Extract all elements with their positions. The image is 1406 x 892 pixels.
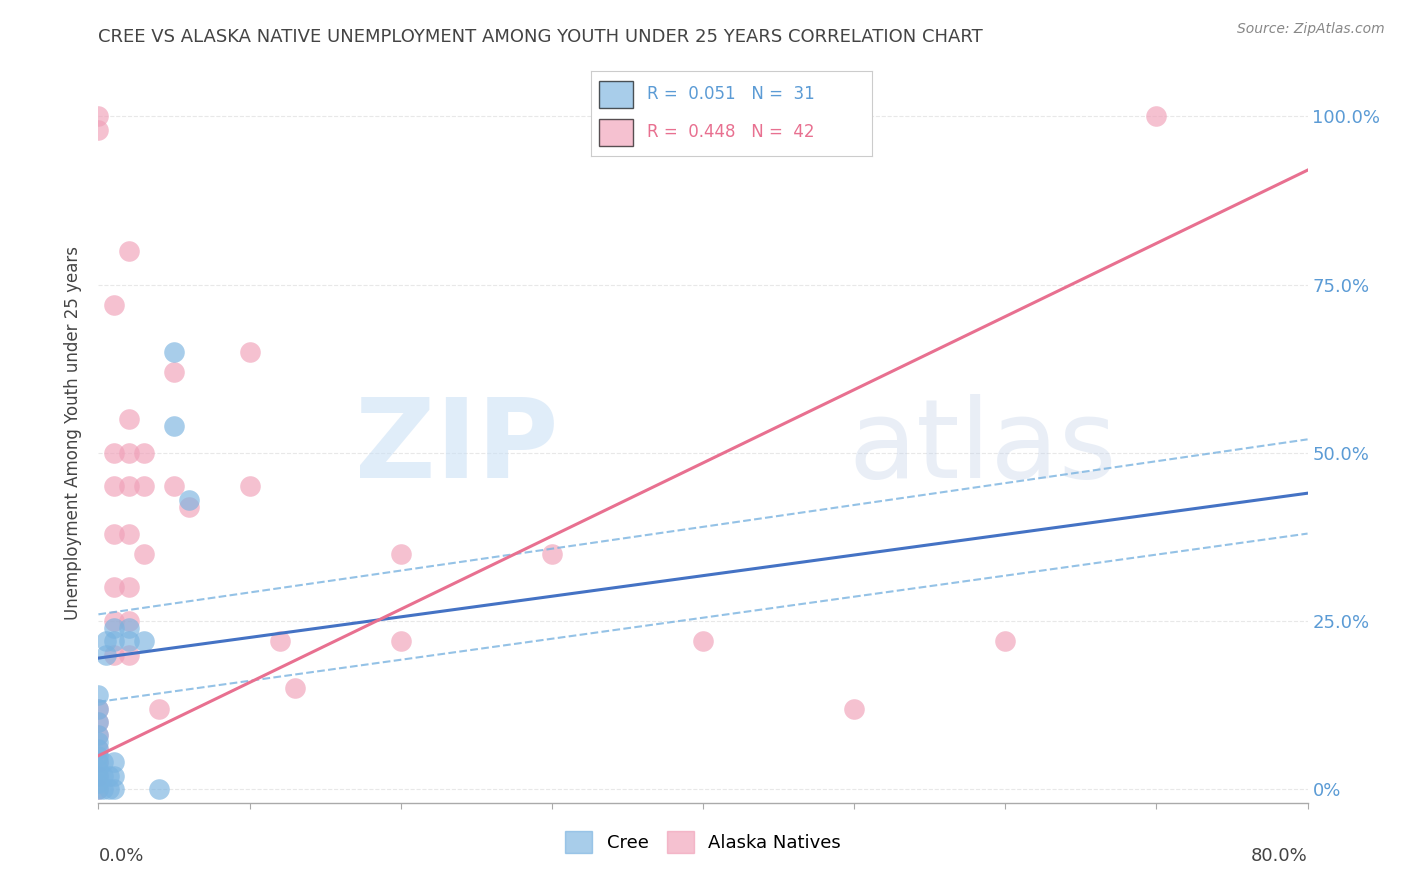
Point bbox=[87, 742, 110, 756]
Point bbox=[103, 769, 125, 783]
Point bbox=[103, 446, 125, 460]
Point bbox=[87, 729, 110, 743]
Point bbox=[103, 298, 125, 312]
Text: R =  0.448   N =  42: R = 0.448 N = 42 bbox=[647, 123, 814, 141]
Point bbox=[148, 782, 170, 797]
Point bbox=[284, 681, 307, 696]
Point bbox=[91, 756, 114, 770]
Point bbox=[87, 701, 110, 715]
Point bbox=[118, 648, 141, 662]
Point bbox=[118, 244, 141, 258]
Point bbox=[87, 762, 110, 776]
Point bbox=[103, 526, 125, 541]
Point bbox=[98, 769, 121, 783]
Point bbox=[87, 714, 110, 729]
Point bbox=[132, 446, 155, 460]
Point bbox=[118, 446, 141, 460]
Point bbox=[87, 688, 110, 702]
Point bbox=[540, 547, 562, 561]
Point bbox=[118, 526, 141, 541]
Point bbox=[87, 756, 110, 770]
Point bbox=[994, 634, 1017, 648]
Text: 80.0%: 80.0% bbox=[1251, 847, 1308, 865]
Point bbox=[389, 634, 412, 648]
Point bbox=[103, 756, 125, 770]
Point bbox=[118, 621, 141, 635]
Point bbox=[87, 782, 110, 797]
Point bbox=[87, 769, 110, 783]
Point bbox=[692, 634, 714, 648]
Point bbox=[1144, 109, 1167, 123]
Point bbox=[118, 581, 141, 595]
Point bbox=[118, 479, 141, 493]
Point bbox=[91, 769, 114, 783]
Point bbox=[103, 621, 125, 635]
Text: 0.0%: 0.0% bbox=[98, 847, 143, 865]
Point bbox=[87, 756, 110, 770]
Point bbox=[163, 418, 186, 433]
Text: ZIP: ZIP bbox=[354, 394, 558, 501]
Text: Source: ZipAtlas.com: Source: ZipAtlas.com bbox=[1237, 22, 1385, 37]
Point bbox=[163, 365, 186, 379]
Point bbox=[103, 782, 125, 797]
Point bbox=[389, 547, 412, 561]
Point bbox=[87, 742, 110, 756]
Point bbox=[94, 634, 117, 648]
Point bbox=[87, 735, 110, 749]
Text: R =  0.051   N =  31: R = 0.051 N = 31 bbox=[647, 86, 814, 103]
Point bbox=[103, 581, 125, 595]
Point bbox=[103, 634, 125, 648]
Point bbox=[87, 109, 110, 123]
Point bbox=[87, 729, 110, 743]
Point bbox=[87, 782, 110, 797]
Point bbox=[87, 714, 110, 729]
FancyBboxPatch shape bbox=[599, 80, 633, 108]
Point bbox=[103, 614, 125, 628]
Point bbox=[103, 648, 125, 662]
Point bbox=[239, 479, 262, 493]
Point bbox=[118, 634, 141, 648]
Point bbox=[132, 634, 155, 648]
Point bbox=[87, 748, 110, 763]
Point bbox=[132, 547, 155, 561]
Point bbox=[844, 701, 866, 715]
Point bbox=[132, 479, 155, 493]
Point bbox=[87, 769, 110, 783]
Point bbox=[118, 412, 141, 426]
Point bbox=[179, 492, 201, 507]
Point bbox=[103, 479, 125, 493]
Point bbox=[269, 634, 291, 648]
Point bbox=[94, 648, 117, 662]
Point bbox=[239, 344, 262, 359]
Point bbox=[179, 500, 201, 514]
Point bbox=[163, 479, 186, 493]
Point bbox=[163, 344, 186, 359]
FancyBboxPatch shape bbox=[599, 119, 633, 146]
Point bbox=[87, 122, 110, 136]
Point bbox=[148, 701, 170, 715]
Y-axis label: Unemployment Among Youth under 25 years: Unemployment Among Youth under 25 years bbox=[65, 245, 83, 620]
Point bbox=[87, 701, 110, 715]
Legend: Cree, Alaska Natives: Cree, Alaska Natives bbox=[558, 824, 848, 861]
Text: atlas: atlas bbox=[848, 394, 1116, 501]
Text: CREE VS ALASKA NATIVE UNEMPLOYMENT AMONG YOUTH UNDER 25 YEARS CORRELATION CHART: CREE VS ALASKA NATIVE UNEMPLOYMENT AMONG… bbox=[98, 28, 983, 45]
Point bbox=[87, 775, 110, 789]
Point bbox=[91, 782, 114, 797]
Point bbox=[98, 782, 121, 797]
Point bbox=[118, 614, 141, 628]
